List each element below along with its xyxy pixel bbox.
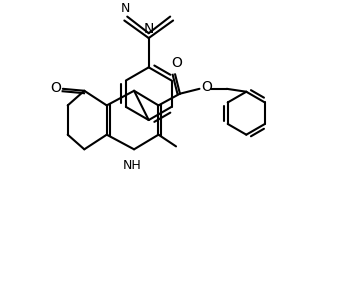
Text: N: N bbox=[121, 2, 130, 15]
Text: O: O bbox=[201, 80, 212, 94]
Text: O: O bbox=[171, 56, 182, 70]
Text: N: N bbox=[143, 22, 154, 36]
Text: O: O bbox=[50, 81, 61, 95]
Text: NH: NH bbox=[123, 159, 142, 172]
